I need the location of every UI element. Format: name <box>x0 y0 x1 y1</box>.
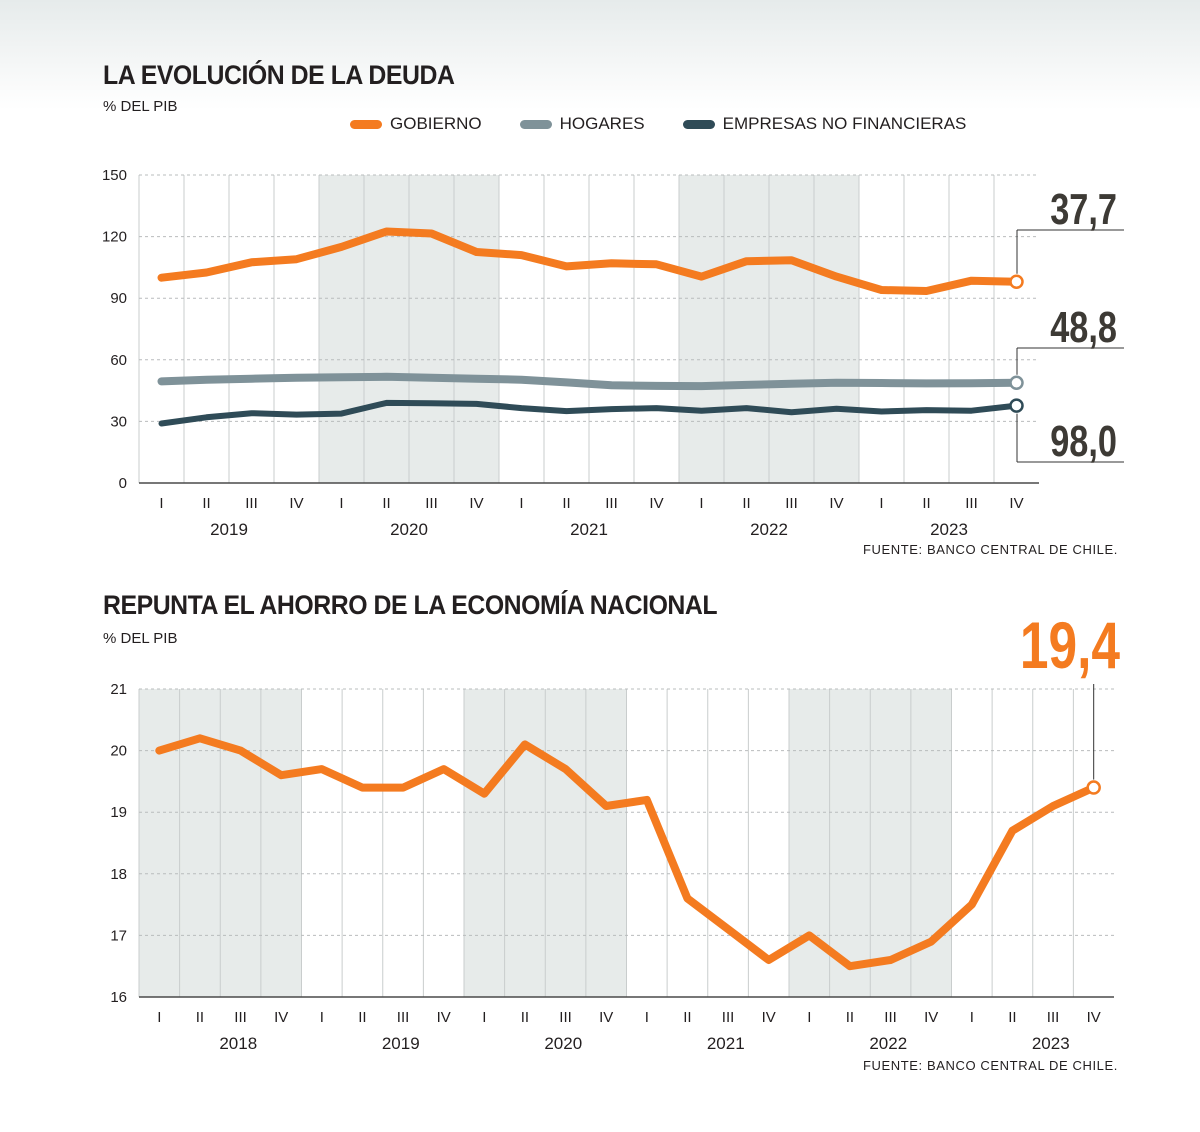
legend-swatch-empresas <box>682 119 715 129</box>
chart2-title: REPUNTA EL AHORRO DE LA ECONOMÍA NACIONA… <box>103 590 718 620</box>
legend-label-gobierno: GOBIERNO <box>390 114 482 133</box>
chart2-year-label: 2018 <box>219 1034 257 1053</box>
ahorro-line-end-marker <box>1086 780 1101 795</box>
chart2-x-tick-label: IV <box>599 1009 613 1026</box>
chart2-year-label: 2019 <box>382 1034 420 1053</box>
chart1-x-tick-label: II <box>202 495 210 512</box>
chart2-x-tick-label: I <box>807 1009 811 1026</box>
chart2-x-tick-label: IV <box>1087 1009 1101 1026</box>
chart1-x-tick-label: I <box>699 495 703 512</box>
callout-19-4: 19,4 <box>1020 608 1120 683</box>
chart2-x-tick-label: II <box>1008 1009 1016 1026</box>
chart2-x-tick-label: II <box>846 1009 854 1026</box>
chart2-x-tick-label: III <box>234 1009 247 1026</box>
chart2-x-tick-label: III <box>1047 1009 1060 1026</box>
chart1-x-tick-label: III <box>605 495 618 512</box>
legend-swatch-gobierno <box>350 119 382 129</box>
ahorro-line <box>155 734 1098 971</box>
chart1-x-tick-label: I <box>339 495 343 512</box>
chart2-x-tick-label: III <box>884 1009 897 1026</box>
chart2-x-tick-label: II <box>683 1009 691 1026</box>
chart2-x-tick-label: I <box>482 1009 486 1026</box>
gobierno-line-end-marker <box>1009 274 1024 290</box>
chart2-x-tick-label: I <box>645 1009 649 1026</box>
chart1-y-tick-label: 60 <box>110 352 127 369</box>
hogares-line-end-marker <box>1009 375 1024 391</box>
chart2-y-tick-label: 21 <box>110 681 127 698</box>
chart1-title: LA EVOLUCIÓN DE LA DEUDA <box>103 60 455 90</box>
legend-label-empresas: EMPRESAS NO FINANCIERAS <box>722 114 967 133</box>
chart2-year-label: 2022 <box>869 1034 907 1053</box>
chart1-x-tick-label: III <box>965 495 978 512</box>
chart2-x-tick-label: III <box>397 1009 410 1026</box>
chart1-y-tick-label: 30 <box>110 413 127 430</box>
hogares-line <box>157 372 1021 391</box>
chart2-unit: % DEL PIB <box>103 630 178 647</box>
chart1-x-tick-label: IV <box>469 495 483 512</box>
chart2-x-tick-label: III <box>722 1009 735 1026</box>
chart1-x-tick-label: III <box>245 495 258 512</box>
chart1-y-tick-label: 150 <box>102 167 127 184</box>
legend-item-empresas: EMPRESAS NO FINANCIERAS <box>682 114 967 134</box>
chart1-legend: GOBIERNO HOGARES EMPRESAS NO FINANCIERAS <box>350 112 1004 136</box>
callout-98-0: 98,0 <box>1050 417 1117 466</box>
chart2-y-tick-label: 20 <box>110 743 127 760</box>
chart1-x-tick-label: II <box>382 495 390 512</box>
chart2-year-label: 2020 <box>544 1034 582 1053</box>
chart2-year-label: 2021 <box>707 1034 745 1053</box>
chart1-x-tick-label: III <box>785 495 798 512</box>
chart2-x-tick-label: IV <box>762 1009 776 1026</box>
callout-48-8: 48,8 <box>1050 303 1117 352</box>
chart2-x-tick-label: I <box>970 1009 974 1026</box>
chart2-x-tick-label: IV <box>924 1009 938 1026</box>
legend-label-hogares: HOGARES <box>559 114 645 133</box>
chart1-x-tick-label: II <box>742 495 750 512</box>
chart2-x-tick-label: III <box>559 1009 572 1026</box>
chart1-x-tick-label: IV <box>829 495 843 512</box>
chart1-source: FUENTE: BANCO CENTRAL DE CHILE. <box>862 542 1118 557</box>
chart1-unit: % DEL PIB <box>103 98 178 115</box>
chart1-year-label: 2023 <box>930 520 968 539</box>
chart2-y-tick-label: 18 <box>110 866 127 883</box>
chart1-year-label: 2022 <box>750 520 788 539</box>
callout-37-7: 37,7 <box>1050 185 1117 234</box>
chart2-x-tick-label: II <box>196 1009 204 1026</box>
chart1-x-tick-label: I <box>519 495 523 512</box>
chart2-x-tick-label: IV <box>274 1009 288 1026</box>
chart2-x-tick-label: I <box>320 1009 324 1026</box>
legend-item-hogares: HOGARES <box>519 114 645 134</box>
chart2-y-tick-label: 17 <box>110 927 127 944</box>
chart1-x-tick-label: IV <box>1009 495 1023 512</box>
chart1-year-label: 2020 <box>390 520 428 539</box>
chart2-x-tick-label: II <box>358 1009 366 1026</box>
chart1-x-tick-label: I <box>159 495 163 512</box>
header-band <box>0 0 1200 110</box>
chart2-source: FUENTE: BANCO CENTRAL DE CHILE. <box>862 1058 1118 1073</box>
chart1-x-tick-label: II <box>922 495 930 512</box>
chart1-year-label: 2019 <box>210 520 248 539</box>
chart2-x-tick-label: IV <box>437 1009 451 1026</box>
chart1-y-tick-label: 120 <box>102 229 127 246</box>
gobierno-line <box>157 227 1021 295</box>
chart1-year-label: 2021 <box>570 520 608 539</box>
legend-item-gobierno: GOBIERNO <box>350 114 482 134</box>
chart2-x-tick-label: I <box>157 1009 161 1026</box>
chart1-y-tick-label: 0 <box>119 475 127 492</box>
chart1-x-tick-label: IV <box>649 495 663 512</box>
chart2-y-tick-label: 19 <box>110 804 127 821</box>
empresas-line-end-marker <box>1009 398 1024 413</box>
chart1-x-tick-label: I <box>879 495 883 512</box>
chart1-y-tick-label: 90 <box>110 290 127 307</box>
chart2-y-tick-label: 16 <box>110 989 127 1006</box>
legend-swatch-hogares <box>519 119 552 129</box>
chart1-x-tick-label: II <box>562 495 570 512</box>
empresas-line <box>158 399 1020 427</box>
chart1-x-tick-label: IV <box>289 495 303 512</box>
chart2-x-tick-label: II <box>521 1009 529 1026</box>
chart2-year-label: 2023 <box>1032 1034 1070 1053</box>
chart1-x-tick-label: III <box>425 495 438 512</box>
